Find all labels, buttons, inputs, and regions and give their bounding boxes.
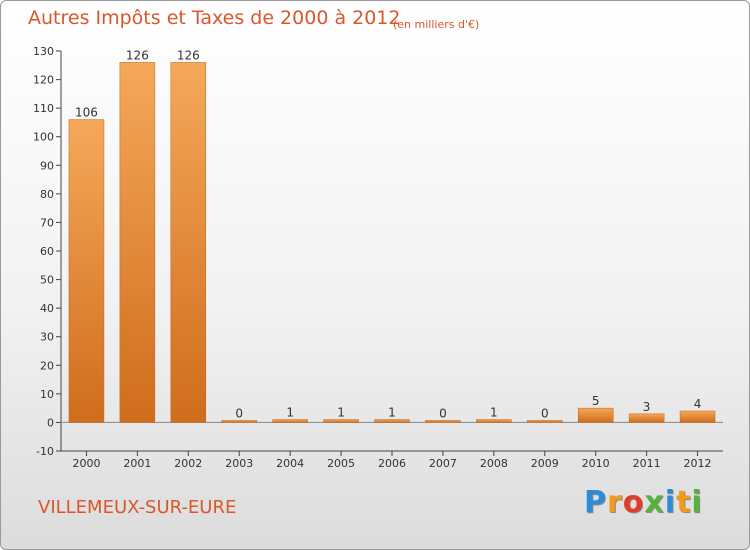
data-label: 1 (337, 406, 345, 420)
x-tick-label: 2007 (429, 457, 457, 470)
data-label: 3 (643, 400, 651, 414)
y-tick-label: 60 (40, 245, 54, 258)
y-tick-label: 70 (40, 216, 54, 229)
logo-letter: o (622, 485, 645, 520)
logo-letter: i (664, 485, 677, 520)
logo-letter: r (607, 485, 623, 520)
bar (68, 119, 105, 423)
data-label: 0 (541, 406, 549, 420)
data-label: 106 (75, 106, 98, 120)
data-label: 5 (592, 394, 600, 408)
y-tick-label: 50 (40, 274, 54, 287)
x-tick-label: 2006 (378, 457, 406, 470)
x-tick-label: 2000 (72, 457, 100, 470)
data-label: 126 (177, 48, 200, 62)
data-label: 1 (490, 406, 498, 420)
x-tick-label: 2002 (174, 457, 202, 470)
y-tick-label: 90 (40, 159, 54, 172)
commune-name: VILLEMEUX-SUR-EURE (38, 497, 237, 518)
y-tick-label: 120 (33, 74, 54, 87)
bar (628, 413, 665, 423)
x-tick-label: 2004 (276, 457, 304, 470)
data-label: 1 (388, 406, 396, 420)
y-tick-label: 110 (33, 102, 54, 115)
bar (476, 419, 512, 423)
bar (527, 420, 563, 423)
chart-title: Autres Impôts et Taxes de 2000 à 2012 (28, 7, 401, 29)
data-label: 0 (235, 406, 243, 420)
bar (374, 419, 410, 423)
y-tick-label: 130 (33, 45, 54, 58)
logo-letter: x (644, 485, 665, 520)
y-tick-label: 100 (33, 131, 54, 144)
bar (221, 420, 257, 423)
y-tick-label: 0 (47, 416, 54, 429)
data-label: 1 (286, 406, 294, 420)
data-label: 0 (439, 406, 447, 420)
bar (323, 419, 359, 423)
y-tick-label: -10 (36, 445, 54, 458)
bar (577, 407, 614, 423)
bar (170, 62, 207, 423)
bar (272, 419, 308, 423)
x-tick-label: 2009 (531, 457, 559, 470)
y-tick-label: 10 (40, 388, 54, 401)
y-tick-label: 20 (40, 359, 54, 372)
bar (425, 420, 461, 423)
y-tick-label: 40 (40, 302, 54, 315)
x-tick-label: 2003 (225, 457, 253, 470)
x-tick-label: 2011 (633, 457, 661, 470)
proxiti-logo: Proxiti (584, 485, 703, 520)
bar (119, 62, 156, 423)
x-tick-label: 2001 (123, 457, 151, 470)
chart-subtitle: (en milliers d'€) (393, 18, 480, 31)
y-tick-label: 30 (40, 331, 54, 344)
x-tick-label: 2005 (327, 457, 355, 470)
logo-letter: P (584, 485, 607, 520)
logo-letter: i (691, 485, 703, 520)
data-label: 4 (694, 397, 702, 411)
logo-letter: t (676, 485, 692, 520)
x-tick-label: 2012 (684, 457, 712, 470)
bar (679, 410, 716, 423)
x-tick-label: 2008 (480, 457, 508, 470)
x-tick-label: 2010 (582, 457, 610, 470)
data-label: 126 (126, 48, 149, 62)
y-tick-label: 80 (40, 188, 54, 201)
